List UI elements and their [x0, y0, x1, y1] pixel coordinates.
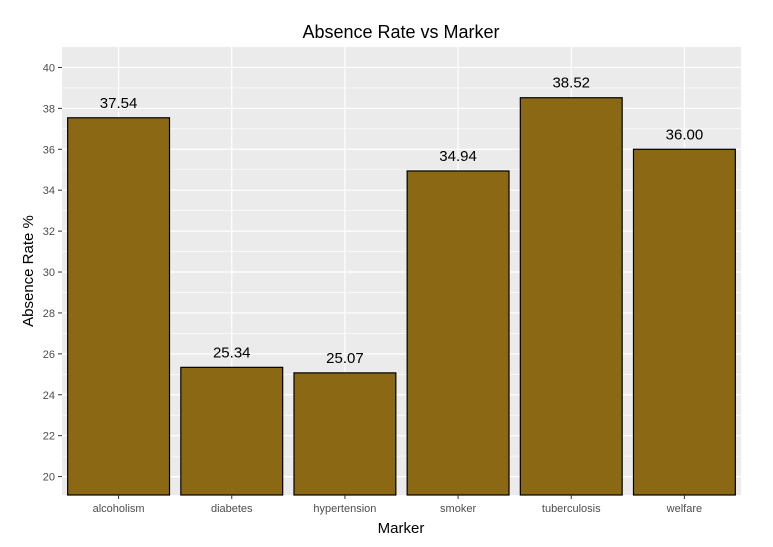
y-axis: 20 22 24 26 28 30 32 34 36 38 40 [43, 62, 62, 484]
data-label-alcoholism: 37.54 [100, 95, 138, 112]
y-tick-label: 24 [43, 390, 55, 402]
y-tick-label: 38 [43, 103, 55, 115]
y-tick-label: 20 [43, 472, 55, 484]
data-label-tuberculosis: 38.52 [552, 75, 590, 92]
x-tick-label-tuberculosis: tuberculosis [542, 503, 601, 515]
data-label-hypertension: 25.07 [326, 350, 364, 367]
y-tick-label: 32 [43, 226, 55, 238]
y-tick-label: 26 [43, 349, 55, 361]
y-tick-label: 36 [43, 144, 55, 156]
x-tick-label-alcoholism: alcoholism [93, 503, 145, 515]
y-axis-title: Absence Rate % [20, 215, 37, 327]
x-axis-title: Marker [378, 520, 425, 537]
y-tick-label: 22 [43, 431, 55, 443]
y-tick-label: 34 [43, 185, 55, 197]
x-tick-label-smoker: smoker [440, 503, 476, 515]
bar-alcoholism [67, 117, 171, 496]
data-label-welfare: 36.00 [666, 126, 704, 143]
bar-diabetes [180, 366, 284, 496]
x-tick-label-welfare: welfare [666, 503, 702, 515]
y-tick-label: 28 [43, 308, 55, 320]
bars [67, 97, 736, 496]
data-label-diabetes: 25.34 [213, 344, 251, 361]
plot-panel [62, 47, 741, 495]
data-labels: 37.54 25.34 25.07 34.94 38.52 36.00 [100, 75, 703, 367]
y-tick-label: 30 [43, 267, 55, 279]
x-axis: alcoholism diabetes hypertension smoker tube… [93, 495, 702, 515]
x-tick-label-hypertension: hypertension [313, 503, 376, 515]
bar-welfare [632, 148, 736, 496]
chart-title: Absence Rate vs Marker [302, 22, 499, 42]
bar-tuberculosis [519, 97, 623, 496]
data-label-smoker: 34.94 [439, 148, 477, 165]
x-tick-label-diabetes: diabetes [211, 503, 253, 515]
y-tick-label: 40 [43, 62, 55, 74]
bar-hypertension [293, 372, 397, 496]
bar-smoker [406, 170, 510, 496]
minor-gridlines [62, 87, 741, 457]
